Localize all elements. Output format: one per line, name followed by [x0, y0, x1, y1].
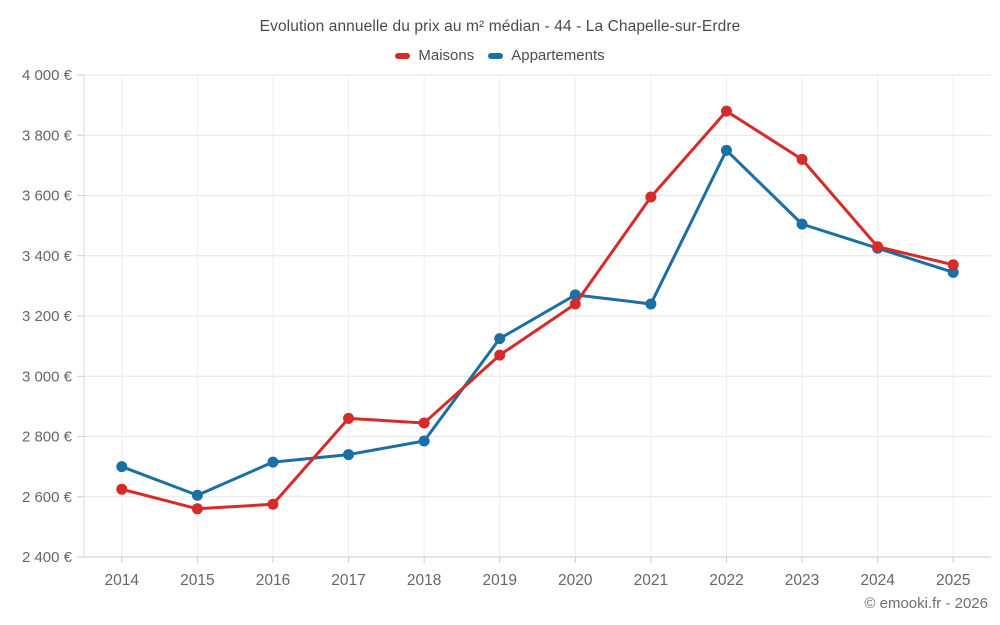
- x-axis-label: 2023: [785, 572, 819, 589]
- appartements-point-2016[interactable]: [267, 456, 279, 468]
- x-axis-label: 2018: [407, 572, 441, 589]
- maisons-point-2016[interactable]: [267, 498, 279, 510]
- x-axis-label: 2016: [256, 572, 290, 589]
- y-axis-label: 3 400 €: [22, 248, 73, 265]
- maisons-point-2024[interactable]: [872, 241, 884, 253]
- maisons-point-2019[interactable]: [494, 349, 506, 361]
- y-axis-label: 3 800 €: [22, 127, 73, 144]
- y-axis-label: 2 600 €: [22, 489, 73, 506]
- appartements-point-2018[interactable]: [418, 435, 430, 447]
- legend-item-appartements[interactable]: Appartements: [488, 47, 605, 64]
- x-axis-label: 2021: [634, 572, 668, 589]
- maisons-point-2025[interactable]: [947, 259, 959, 271]
- maisons-series-swatch-icon: [395, 52, 411, 59]
- maisons-point-2023[interactable]: [796, 153, 808, 165]
- appartements-line: [120, 148, 955, 497]
- appartements-point-2017[interactable]: [343, 449, 355, 461]
- maisons-point-2017[interactable]: [343, 412, 355, 424]
- maisons-point-2014[interactable]: [116, 483, 128, 495]
- legend-label-maisons: Maisons: [418, 47, 475, 64]
- x-axis-label: 2015: [180, 572, 214, 589]
- appartements-point-2025[interactable]: [947, 266, 959, 278]
- x-axis-label: 2014: [105, 572, 140, 589]
- appartements-point-2019[interactable]: [494, 333, 506, 345]
- appartements-point-2014[interactable]: [116, 461, 128, 473]
- maisons-point-2020[interactable]: [569, 298, 581, 310]
- appartements-point-2022[interactable]: [720, 144, 732, 156]
- y-axis-label: 2 400 €: [22, 549, 73, 566]
- maisons-point-2021[interactable]: [645, 191, 657, 203]
- maisons-point-2018[interactable]: [418, 417, 430, 429]
- y-axis-label: 2 800 €: [22, 429, 73, 446]
- x-axis-label: 2024: [860, 572, 895, 589]
- appartements-point-2015[interactable]: [191, 489, 203, 501]
- appartements-point-2023[interactable]: [796, 218, 808, 230]
- maisons-line: [120, 109, 955, 511]
- x-axis-label: 2019: [482, 572, 516, 589]
- legend: Maisons Appartements: [0, 47, 1000, 64]
- chart-title: Evolution annuelle du prix au m² médian …: [259, 18, 741, 35]
- appartements-series-swatch-icon: [488, 52, 504, 59]
- y-axis-label: 4 000 €: [22, 67, 73, 84]
- y-axis-label: 3 000 €: [22, 368, 73, 385]
- maisons-point-2015[interactable]: [191, 503, 203, 515]
- x-axis-label: 2025: [936, 572, 970, 589]
- appartements-point-2021[interactable]: [645, 298, 657, 310]
- maisons-point-2022[interactable]: [720, 105, 732, 117]
- y-axis-label: 3 600 €: [22, 188, 73, 205]
- legend-label-appartements: Appartements: [511, 47, 605, 64]
- x-axis-label: 2020: [558, 572, 593, 589]
- legend-item-maisons[interactable]: Maisons: [395, 47, 474, 64]
- x-axis-label: 2017: [331, 572, 365, 589]
- y-axis-label: 3 200 €: [22, 308, 73, 325]
- x-axis-label: 2022: [709, 572, 743, 589]
- credit-text: © emooki.fr - 2026: [864, 595, 988, 612]
